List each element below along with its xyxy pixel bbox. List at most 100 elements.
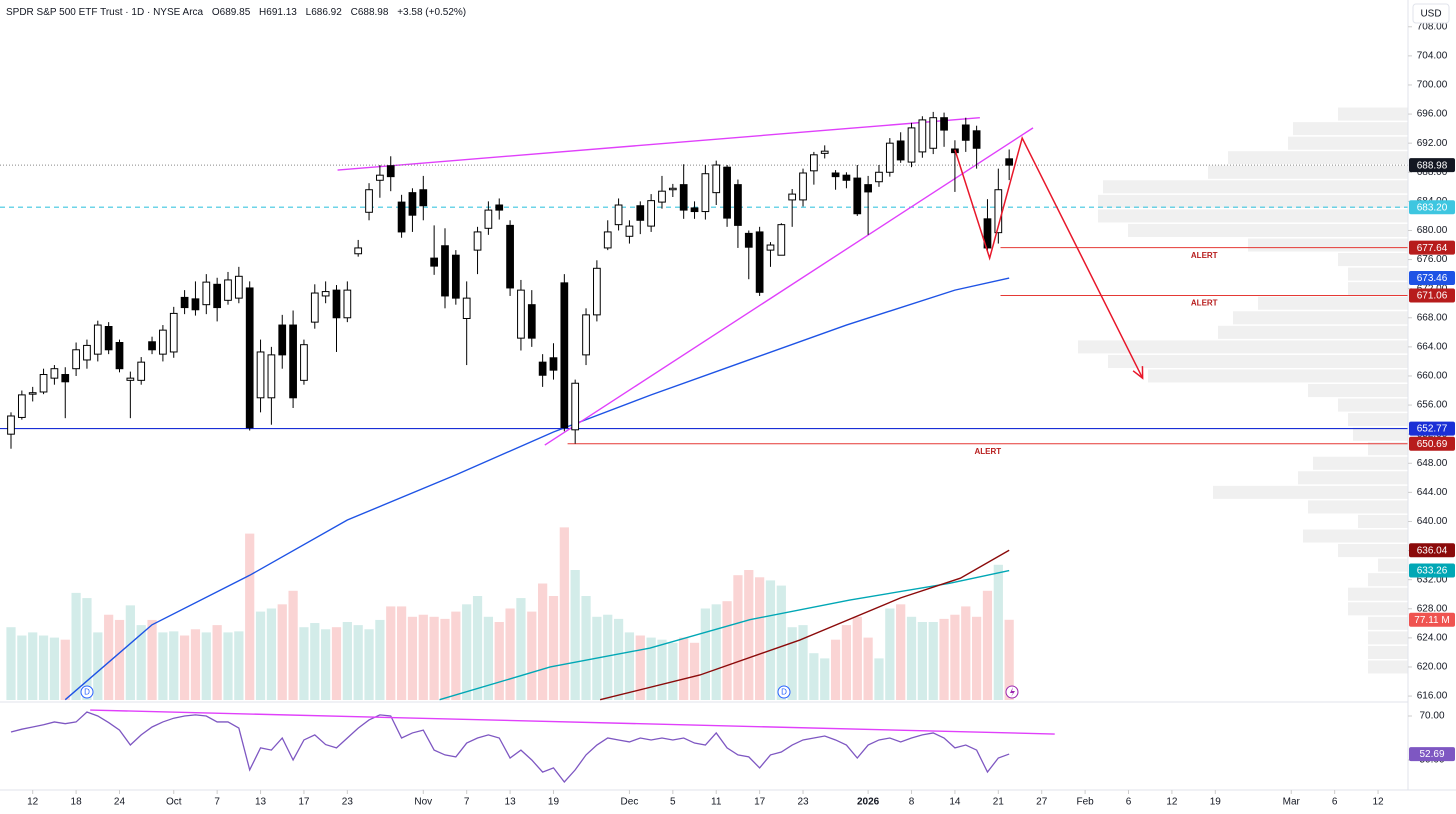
y-tick-label: 648.00 — [1417, 458, 1448, 469]
volume-layer — [6, 527, 1014, 700]
x-tick-label: 24 — [114, 797, 126, 808]
volume-bar — [885, 608, 895, 700]
candle-body — [810, 154, 818, 172]
candle-body — [430, 257, 439, 267]
y-tick-label: 644.00 — [1417, 487, 1448, 498]
volume-bar — [494, 622, 504, 700]
volume-bar — [82, 598, 92, 700]
volume-bar — [928, 622, 938, 700]
volume-bar — [950, 614, 960, 700]
rsi-trendline — [90, 709, 1055, 735]
level-badge — [1409, 421, 1455, 436]
candle-body — [397, 201, 406, 233]
ma-badge-text: 673.46 — [1417, 273, 1448, 284]
volume-bar — [288, 590, 298, 700]
volume-bar — [646, 637, 656, 700]
volume-bar — [798, 625, 808, 700]
dividend-icon[interactable] — [80, 685, 94, 699]
level-badge — [1409, 200, 1455, 215]
candle-body — [278, 324, 287, 356]
candle-body — [853, 177, 862, 215]
currency-button[interactable] — [1412, 3, 1450, 24]
x-tick-label: 27 — [1036, 797, 1048, 808]
profile-row — [1108, 354, 1408, 368]
candle-body — [126, 377, 135, 381]
y-tick-label: 708.00 — [1417, 21, 1448, 32]
x-tick-label: 21 — [993, 797, 1005, 808]
profile-row — [1378, 558, 1408, 572]
volume-bar — [17, 635, 27, 700]
candle-body — [39, 374, 48, 393]
y-tick-label: 620.00 — [1417, 662, 1448, 673]
candle-body — [61, 374, 70, 383]
profile-row — [1078, 340, 1408, 354]
candle-body — [202, 281, 211, 306]
candle-body — [7, 415, 15, 435]
volume-bar — [689, 642, 700, 700]
rsi-line — [10, 711, 1010, 783]
volume-badge — [1409, 612, 1455, 627]
candle-body — [115, 342, 124, 370]
volume-bar — [407, 616, 418, 700]
profile-row — [1348, 413, 1408, 427]
volume-bar — [961, 606, 971, 700]
candle-body — [332, 289, 341, 319]
x-tick-label: 11 — [711, 797, 722, 808]
volume-bar — [353, 625, 363, 700]
candle-body — [907, 127, 916, 163]
candle-body — [712, 164, 721, 194]
profile-row — [1348, 602, 1408, 616]
volume-bar — [396, 606, 407, 700]
profile-row — [1098, 209, 1408, 223]
y-tick-label: 660.00 — [1417, 371, 1448, 382]
volume-bar — [462, 604, 472, 700]
x-tick-label: 23 — [797, 797, 809, 808]
volume-bar — [429, 616, 439, 700]
x-tick-label: Oct — [166, 797, 182, 808]
y-tick-label: 656.00 — [1417, 400, 1448, 411]
volume-bar — [917, 622, 927, 700]
price-layer: ALERT ALERT ALERT — [0, 111, 1408, 701]
profile-row — [1348, 587, 1408, 601]
volume-bar — [201, 632, 211, 700]
volume-bar — [223, 632, 233, 700]
symbol: SPDR S&P 500 ETF Trust · 1D · NYSE Arca — [6, 7, 204, 18]
high-value: 691.13 — [266, 7, 297, 18]
profile-row — [1228, 151, 1408, 165]
x-tick-label: 12 — [1166, 797, 1178, 808]
dividend-icon[interactable] — [777, 685, 791, 699]
candle-body — [376, 174, 384, 181]
x-tick-label: Nov — [414, 797, 432, 808]
candle-body — [234, 275, 243, 299]
x-tick-label: 12 — [1372, 797, 1384, 808]
candle-body — [929, 117, 938, 149]
profile-row — [1368, 573, 1408, 587]
ma-badge — [1409, 271, 1455, 286]
candle-body — [864, 184, 872, 193]
profile-row — [1258, 296, 1408, 310]
alert-badge-text: 650.69 — [1417, 439, 1448, 450]
x-tick-label: 5 — [670, 797, 676, 808]
profile-row — [1208, 165, 1408, 179]
volume-bar — [234, 631, 244, 700]
candle-body — [50, 368, 59, 379]
volume-bar — [6, 627, 16, 700]
profile-row — [1233, 311, 1408, 325]
volume-bar — [939, 618, 949, 700]
volume-bar — [342, 622, 352, 700]
volume-bar — [635, 635, 645, 700]
y-tick-label: 688.00 — [1417, 167, 1448, 178]
candle-body — [744, 232, 753, 248]
candle-body — [972, 130, 981, 149]
candle-body — [1005, 158, 1014, 166]
profile-row — [1368, 631, 1408, 645]
candle-body — [820, 150, 829, 154]
candle-body — [28, 392, 37, 395]
x-tick-label: 13 — [255, 797, 267, 808]
candle-body — [159, 329, 167, 355]
volume-bar — [972, 616, 982, 700]
candle-body — [961, 124, 970, 141]
candle-body — [885, 142, 894, 173]
